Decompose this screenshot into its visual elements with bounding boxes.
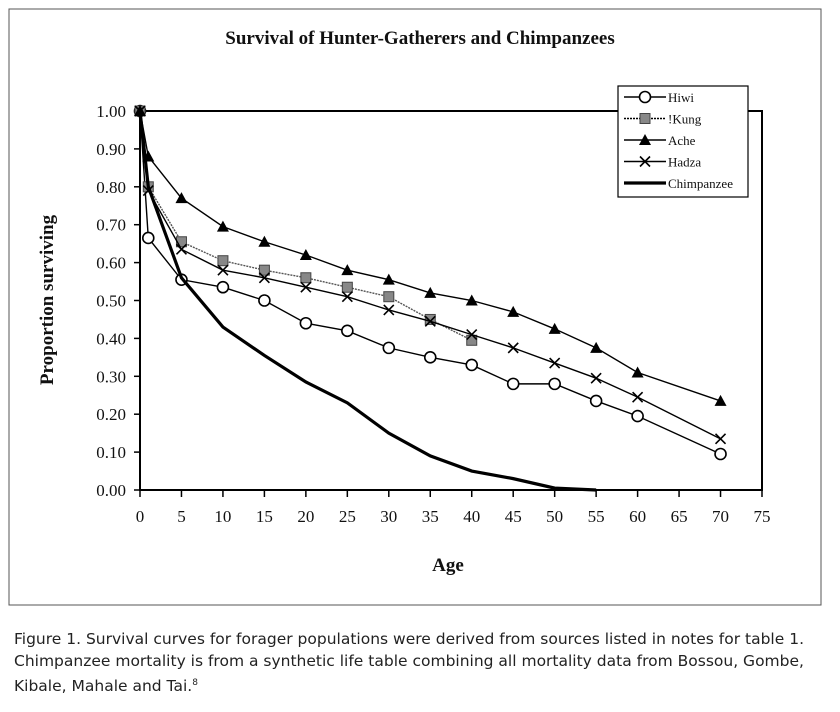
data-point-ache — [299, 249, 312, 261]
data-point-ache — [424, 286, 437, 298]
series-line-kung — [139, 110, 473, 341]
y-tick-label: 0.60 — [96, 254, 126, 273]
x-tick-label: 5 — [177, 507, 186, 526]
figure-caption: Figure 1. Survival curves for forager po… — [14, 628, 834, 697]
data-point-hiwi — [423, 351, 437, 364]
data-point-hiwi — [216, 280, 230, 294]
x-tick-label: 30 — [380, 507, 397, 526]
x-tick-label: 75 — [754, 507, 771, 526]
y-tick-label: 0.30 — [96, 367, 126, 386]
caption-text: Figure 1. Survival curves for forager po… — [14, 630, 804, 696]
data-point-kung — [300, 272, 312, 284]
data-point-hadza — [507, 342, 519, 354]
data-point-hadza — [466, 329, 478, 341]
x-tick-label: 0 — [136, 507, 145, 526]
chart-title: Survival of Hunter-Gatherers and Chimpan… — [225, 28, 615, 49]
chart-frame — [8, 8, 822, 606]
data-point-hiwi — [631, 409, 644, 423]
y-tick-label: 0.10 — [96, 443, 126, 462]
series-hiwi — [133, 104, 727, 461]
legend-box — [617, 85, 749, 198]
legend-label-ache: Ache — [668, 133, 696, 148]
y-tick-label: 0.00 — [96, 481, 126, 500]
x-tick-label: 20 — [297, 507, 314, 526]
series-kung — [134, 105, 478, 346]
legend-label-kung: !Kung — [668, 112, 702, 127]
legend-marker-ache — [639, 134, 651, 145]
y-tick-label: 1.00 — [96, 102, 126, 121]
data-point-ache — [382, 273, 395, 285]
data-point-ache — [507, 305, 520, 317]
y-tick-label: 0.40 — [96, 329, 126, 348]
y-tick-label: 0.70 — [96, 216, 126, 235]
data-point-hadza — [258, 272, 270, 284]
series-line-chimpanzee — [138, 110, 597, 492]
data-point-hadza — [217, 264, 229, 276]
legend-label-hadza: Hadza — [668, 155, 701, 170]
x-tick-label: 70 — [712, 507, 729, 526]
data-point-hiwi — [141, 231, 155, 245]
x-tick-label: 10 — [214, 507, 231, 526]
legend-label-hiwi: Hiwi — [668, 90, 694, 105]
data-point-hadza — [383, 304, 395, 316]
data-point-ache — [175, 192, 188, 204]
x-tick-label: 65 — [671, 507, 688, 526]
data-point-kung — [466, 334, 478, 346]
data-point-hiwi — [548, 377, 561, 391]
data-point-kung — [258, 264, 270, 276]
x-tick-label: 25 — [339, 507, 356, 526]
data-point-ache — [216, 220, 229, 232]
data-point-hiwi — [465, 358, 479, 372]
legend-marker-hiwi — [638, 90, 652, 104]
data-point-hadza — [549, 357, 561, 369]
data-point-hadza — [714, 433, 727, 445]
data-point-hiwi — [589, 394, 603, 408]
data-point-ache — [631, 366, 644, 378]
caption-footnote: 8 — [192, 678, 198, 688]
data-point-hiwi — [506, 377, 520, 391]
series-chimpanzee — [138, 110, 597, 492]
data-point-hiwi — [258, 294, 271, 307]
x-tick-label: 50 — [546, 507, 563, 526]
data-point-ache — [548, 322, 561, 334]
y-tick-label: 0.80 — [96, 178, 126, 197]
data-point-hadza — [632, 391, 644, 403]
legend-marker-hadza — [639, 155, 651, 168]
data-point-hadza — [341, 291, 353, 303]
data-point-hiwi — [341, 324, 354, 338]
data-point-ache — [714, 394, 727, 406]
data-point-ache — [341, 264, 354, 276]
data-point-hadza — [424, 315, 436, 327]
series-ache — [134, 105, 727, 406]
data-point-kung — [217, 255, 229, 267]
data-point-hadza — [175, 243, 188, 255]
x-tick-label: 35 — [422, 507, 439, 526]
x-tick-label: 40 — [463, 507, 480, 526]
y-tick-label: 0.20 — [96, 405, 126, 424]
data-point-kung — [383, 291, 395, 303]
data-point-hiwi — [299, 316, 313, 330]
x-tick-label: 55 — [588, 507, 605, 526]
data-point-hiwi — [714, 447, 727, 461]
legend-marker-kung — [639, 113, 651, 124]
y-tick-label: 0.50 — [96, 292, 126, 311]
data-point-kung — [341, 281, 353, 293]
data-point-ache — [590, 341, 603, 353]
x-tick-label: 45 — [505, 507, 522, 526]
data-point-ache — [258, 235, 271, 247]
data-point-ache — [465, 294, 478, 306]
series-hadza — [134, 105, 727, 445]
data-point-hadza — [300, 281, 312, 293]
y-axis-label: Proportion surviving — [37, 214, 58, 385]
data-point-hiwi — [382, 341, 396, 355]
x-tick-label: 60 — [629, 507, 646, 526]
y-tick-label: 0.90 — [96, 140, 126, 159]
x-tick-label: 15 — [256, 507, 273, 526]
x-axis-label: Age — [432, 555, 464, 576]
legend-label-chimpanzee: Chimpanzee — [668, 176, 733, 191]
legend: Hiwi !Kung Ache Hadza Chimpanzee — [617, 85, 749, 198]
data-point-hadza — [590, 372, 602, 384]
